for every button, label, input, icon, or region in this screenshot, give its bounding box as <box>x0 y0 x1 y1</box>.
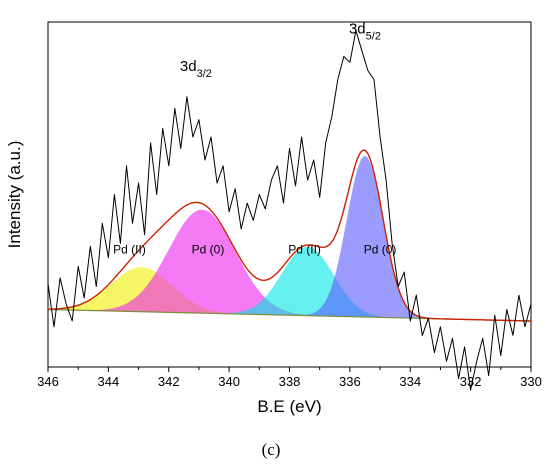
x-tick-label: 334 <box>399 374 421 389</box>
x-axis-title: B.E (eV) <box>257 397 321 416</box>
annotations: Pd (II) Pd (0) Pd (II) Pd (0) 3d3/2 3d5/2 <box>113 21 396 257</box>
peak-label: 3d5/2 <box>349 21 381 43</box>
panel-label: (c) <box>262 440 281 459</box>
spectrum-line <box>47 30 532 391</box>
x-tick-label: 330 <box>520 374 542 389</box>
component-label: Pd (II) <box>113 242 146 256</box>
fit-envelope-line <box>48 149 531 322</box>
component-fill-2 <box>48 209 531 321</box>
component-label: Pd (II) <box>288 242 321 256</box>
x-tick-label: 340 <box>218 374 240 389</box>
component-label: Pd (0) <box>192 242 225 256</box>
series-lines <box>47 30 532 391</box>
x-tick-label: 342 <box>158 374 180 389</box>
x-tick-label: 346 <box>37 374 59 389</box>
x-tick-label: 344 <box>98 374 120 389</box>
y-axis-title: Intensity (a.u.) <box>5 141 24 249</box>
peak-label: 3d3/2 <box>180 58 212 80</box>
component-fill-3 <box>48 246 531 321</box>
x-tick-label: 336 <box>339 374 361 389</box>
x-tick-label: 338 <box>279 374 301 389</box>
x-tick-label: 332 <box>460 374 482 389</box>
x-axis-ticks: 346 344 342 340 338 336 334 332 330 <box>37 367 542 389</box>
component-fills <box>48 156 531 321</box>
component-label: Pd (0) <box>364 242 397 256</box>
